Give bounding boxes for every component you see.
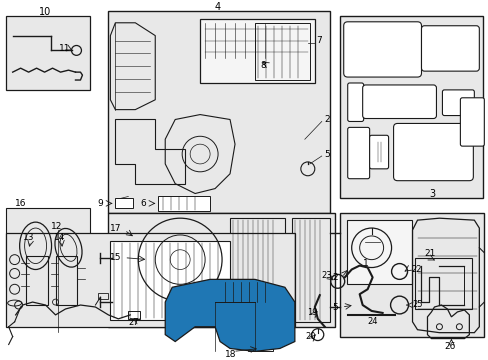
Bar (108, 213, 334, 327)
Text: 11: 11 (59, 44, 70, 53)
Text: 17: 17 (110, 224, 122, 233)
Text: 23: 23 (321, 271, 332, 280)
Bar (200, 19, 314, 83)
Bar (6, 16, 90, 90)
FancyBboxPatch shape (442, 90, 473, 116)
Bar (148, 256, 170, 264)
Bar (247, 337, 272, 351)
Text: 5: 5 (324, 149, 330, 158)
Text: 6: 6 (140, 199, 146, 208)
FancyBboxPatch shape (343, 22, 421, 77)
Text: 20: 20 (305, 332, 316, 341)
FancyBboxPatch shape (347, 127, 369, 179)
Text: 27: 27 (128, 318, 139, 327)
Bar (115, 198, 133, 208)
Text: 3: 3 (428, 189, 435, 199)
Text: 25: 25 (412, 300, 422, 309)
Bar (25, 256, 47, 305)
Text: 4: 4 (215, 2, 221, 12)
Bar (291, 218, 329, 322)
Text: 16: 16 (15, 199, 26, 208)
Text: 12: 12 (50, 221, 62, 230)
Text: 2: 2 (324, 115, 330, 124)
Text: 21: 21 (424, 249, 435, 258)
FancyBboxPatch shape (393, 123, 472, 181)
Bar (339, 16, 482, 198)
Bar (6, 208, 90, 287)
FancyBboxPatch shape (369, 135, 388, 169)
Bar (346, 220, 411, 284)
Text: 7: 7 (315, 36, 321, 45)
Bar (6, 233, 294, 327)
Polygon shape (165, 279, 294, 351)
Text: 18: 18 (224, 350, 236, 359)
FancyBboxPatch shape (459, 98, 483, 146)
Text: 22: 22 (411, 265, 421, 274)
Text: 10: 10 (40, 7, 52, 17)
Text: 8: 8 (260, 61, 265, 70)
Bar (339, 213, 483, 337)
Bar (108, 11, 329, 213)
FancyBboxPatch shape (347, 83, 363, 121)
Text: 2: 2 (331, 273, 337, 282)
Bar (414, 258, 471, 309)
Bar (158, 197, 210, 211)
Text: 24: 24 (367, 317, 377, 326)
FancyBboxPatch shape (362, 85, 436, 118)
Text: 1: 1 (362, 259, 367, 268)
Bar (254, 23, 309, 80)
Text: 9: 9 (97, 199, 103, 208)
Text: 26: 26 (444, 342, 455, 351)
Bar (110, 241, 229, 320)
Bar (56, 256, 77, 305)
Text: 5: 5 (331, 302, 337, 311)
Bar (98, 293, 108, 299)
Text: 13: 13 (22, 233, 34, 242)
FancyBboxPatch shape (421, 26, 478, 71)
Text: 14: 14 (53, 233, 65, 242)
Text: 19: 19 (306, 309, 317, 318)
Bar (128, 311, 140, 319)
Text: 15: 15 (110, 253, 122, 262)
Bar (229, 218, 285, 322)
